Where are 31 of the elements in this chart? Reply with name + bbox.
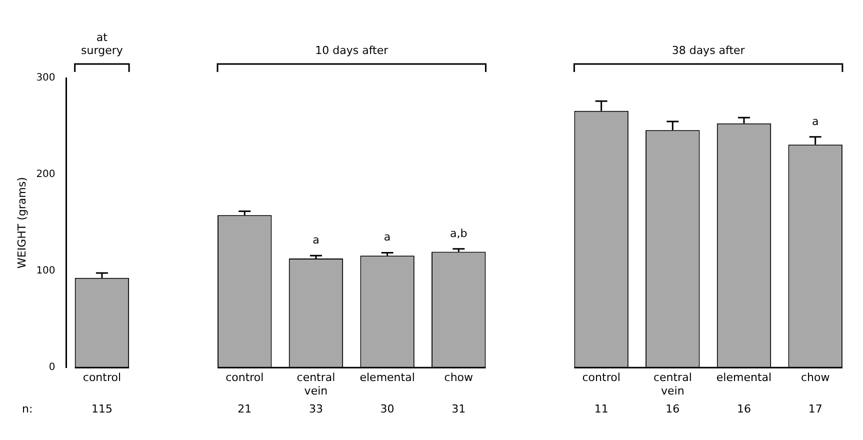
y-tick-label: 300 — [36, 72, 56, 84]
text: at surgery — [81, 31, 124, 57]
x-tick-label: chow — [444, 371, 474, 384]
x-tick-label: elemental — [360, 371, 415, 384]
annotation: a,b — [450, 226, 468, 240]
text: n: — [22, 402, 33, 416]
x-tick-label: central vein — [296, 371, 336, 398]
y-tick-label: 0 — [48, 362, 56, 374]
text: 21 — [238, 402, 252, 416]
y-tick-label: 100 — [36, 266, 56, 277]
text: 10 days after — [315, 44, 389, 57]
text: 16 — [736, 402, 751, 416]
y-axis-title: WEIGHT (grams) — [15, 177, 28, 268]
x-tick-label: chow — [800, 371, 830, 384]
x-tick-label: central vein — [653, 371, 692, 398]
text: 31 — [452, 402, 466, 416]
text: 33 — [308, 402, 323, 416]
text: 17 — [808, 402, 822, 416]
y-tick-label: 200 — [36, 169, 56, 180]
x-tick-label: elemental — [716, 371, 772, 384]
text: 115 — [91, 402, 112, 416]
x-tick-label: control — [82, 371, 122, 384]
text: 30 — [380, 402, 394, 416]
annotation: a — [384, 230, 391, 244]
text: 38 days after — [672, 44, 746, 57]
annotation: a — [312, 234, 320, 247]
text: 16 — [666, 402, 680, 416]
x-tick-label: control — [582, 371, 620, 384]
annotation: a — [812, 114, 819, 128]
text: 11 — [594, 402, 608, 416]
x-tick-label: control — [226, 371, 264, 384]
